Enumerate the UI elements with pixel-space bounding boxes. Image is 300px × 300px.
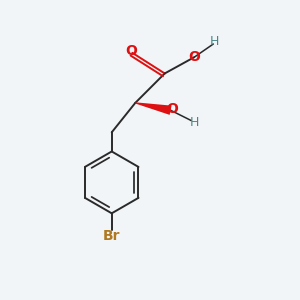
Text: H: H bbox=[190, 116, 199, 128]
Text: Br: Br bbox=[103, 229, 121, 243]
Polygon shape bbox=[135, 102, 172, 115]
Text: H: H bbox=[210, 34, 220, 48]
Text: O: O bbox=[125, 44, 137, 58]
Text: O: O bbox=[166, 102, 178, 116]
Text: O: O bbox=[188, 50, 200, 64]
